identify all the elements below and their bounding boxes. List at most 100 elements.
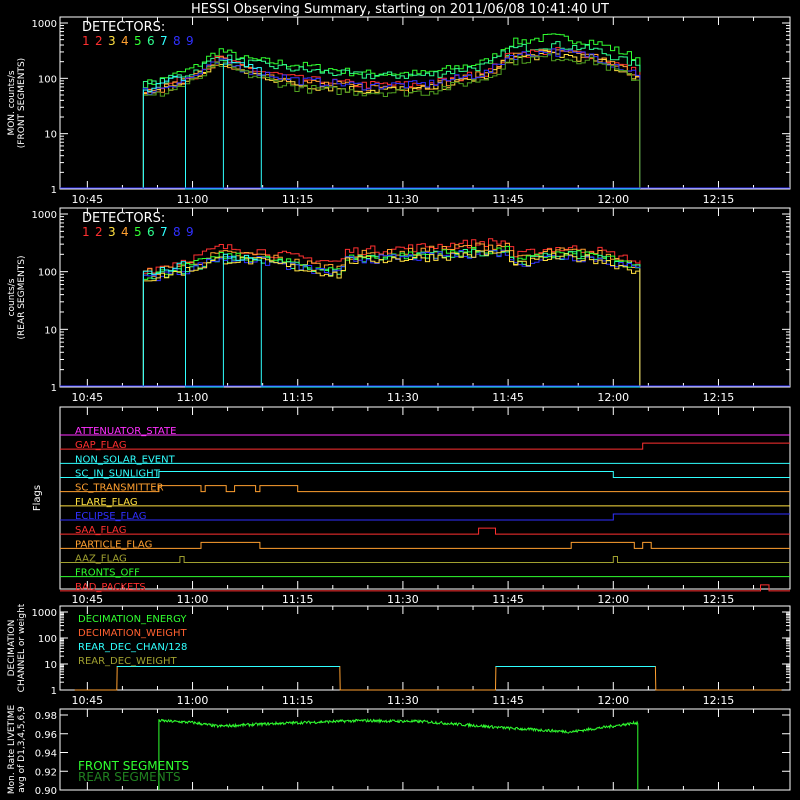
rear-time-label: 11:15 xyxy=(282,391,314,404)
livetime-ytick-label: 0.92 xyxy=(35,767,57,778)
livetime-legend-entry: REAR SEGMENTS xyxy=(78,770,181,784)
flag-label: AAZ_FLAG xyxy=(75,554,127,565)
flag-line xyxy=(60,541,790,549)
rear-legend-entry: 1 xyxy=(82,225,90,239)
front-series-5 xyxy=(142,50,641,189)
flags-time-label: 11:30 xyxy=(387,593,419,606)
livetime-legend-entry: FRONT SEGMENTS xyxy=(78,759,189,773)
front-legend-entry: 3 xyxy=(108,34,116,48)
flag-label: ATTENUATOR_STATE xyxy=(75,426,176,437)
rear-time-label: 12:15 xyxy=(703,391,735,404)
flag-label: ECLIPSE_FLAG xyxy=(75,511,146,522)
front-series-6 xyxy=(142,48,641,189)
rear-legend-entry: 7 xyxy=(160,225,168,239)
rear-ytick-label: 1 xyxy=(51,383,57,394)
flag-label: SC_TRANSMITTER xyxy=(75,483,164,494)
front-legend-entry: 7 xyxy=(160,34,168,48)
flag-label: SAA_FLAG xyxy=(75,525,126,536)
front-legend-title: DETECTORS: xyxy=(82,20,165,35)
decim-time-label: 10:45 xyxy=(71,694,103,707)
livetime-ylabel: Mon. Rate LIVETIME xyxy=(7,705,17,795)
rear-time-label: 12:00 xyxy=(597,391,629,404)
flag-label: SC_IN_SUNLIGHT xyxy=(75,469,161,480)
flag-line xyxy=(60,442,790,450)
rear-legend-title: DETECTORS: xyxy=(82,211,165,226)
front-legend-entry: 5 xyxy=(134,34,142,48)
livetime-series xyxy=(158,717,639,790)
rear-legend-entry: 9 xyxy=(186,225,194,239)
rear-legend-entry: 3 xyxy=(108,225,116,239)
front-legend-entry: 1 xyxy=(82,34,90,48)
decim-series xyxy=(74,666,782,691)
livetime-ytick-label: 0.98 xyxy=(35,711,57,722)
front-time-label: 11:30 xyxy=(387,193,419,206)
front-legend-entry: 9 xyxy=(186,34,194,48)
decim-ytick-label: 1 xyxy=(51,686,57,697)
flag-label: GAP_FLAG xyxy=(75,440,127,451)
rear-series-4 xyxy=(142,248,641,387)
front-ytick-label: 10 xyxy=(44,130,57,141)
decim-ytick-label: 1000 xyxy=(32,608,57,619)
rear-ytick-label: 100 xyxy=(38,268,57,279)
rear-legend-entry: 6 xyxy=(147,225,155,239)
front-time-label: 12:00 xyxy=(597,193,629,206)
decim-ytick-label: 100 xyxy=(38,634,57,645)
rear-series-5 xyxy=(142,249,641,387)
decim-ylabel: DECIMATION xyxy=(7,620,17,677)
flags-time-label: 11:00 xyxy=(177,593,209,606)
rear-legend-entry: 5 xyxy=(134,225,142,239)
front-time-label: 11:45 xyxy=(492,193,524,206)
flag-label: NON_SOLAR_EVENT xyxy=(75,454,176,465)
flags-time-label: 11:45 xyxy=(492,593,524,606)
rear-ytick-label: 10 xyxy=(44,325,57,336)
livetime-ylabel: avg of D1,3,4,5,6,9 xyxy=(17,706,27,793)
decim-time-label: 12:00 xyxy=(597,694,629,707)
rear-legend-entry: 2 xyxy=(95,225,103,239)
front-legend-entry: 8 xyxy=(173,34,181,48)
front-series-2 xyxy=(142,41,641,189)
flag-label: FRONTS_OFF xyxy=(75,568,140,579)
decim-legend-entry: REAR_DEC_CHAN/128 xyxy=(78,642,187,653)
flags-time-label: 10:45 xyxy=(71,593,103,606)
flags-time-label: 12:00 xyxy=(597,593,629,606)
decim-time-label: 11:15 xyxy=(282,694,314,707)
flags-time-label: 12:15 xyxy=(703,593,735,606)
front-ytick-label: 100 xyxy=(38,74,57,85)
rear-series-7 xyxy=(142,253,640,388)
rear-legend-entry: 4 xyxy=(121,225,129,239)
rear-ytick-label: 1000 xyxy=(32,210,57,221)
rear-series-3 xyxy=(142,245,641,387)
rear-time-label: 11:00 xyxy=(177,391,209,404)
decim-ylabel: CHANNEL or weight xyxy=(17,603,27,692)
front-legend-entry: 2 xyxy=(95,34,103,48)
decim-time-label: 12:15 xyxy=(703,694,735,707)
front-series-3 xyxy=(142,47,641,189)
flags-time-label: 11:15 xyxy=(282,593,314,606)
decim-time-label: 11:30 xyxy=(387,694,419,707)
front-series-4 xyxy=(142,49,641,189)
rear-ylabel: counts/s xyxy=(7,278,17,316)
rear-series-6 xyxy=(142,250,641,387)
flag-label: PARTICLE_FLAG xyxy=(75,539,152,550)
flag-line xyxy=(60,527,790,535)
rear-time-label: 11:45 xyxy=(492,391,524,404)
flag-line xyxy=(60,513,790,521)
livetime-frame xyxy=(59,708,791,791)
rear-frame xyxy=(59,207,791,388)
rear-time-label: 11:30 xyxy=(387,391,419,404)
front-series-7 xyxy=(142,53,641,189)
front-time-label: 12:15 xyxy=(703,193,735,206)
front-ylabel: MON. counts/s xyxy=(7,70,17,135)
front-series-8 xyxy=(142,59,640,190)
decim-legend-entry: DECIMATION_WEIGHT xyxy=(78,628,187,639)
panels: 10:45 11:00 11:15 11:30 11:45 12:00 12:1511010… xyxy=(7,16,791,797)
decim-legend-entry: DECIMATION_ENERGY xyxy=(78,614,187,625)
rear-series-2 xyxy=(142,242,641,387)
livetime-ytick-label: 0.96 xyxy=(35,730,57,741)
flags-frame xyxy=(59,406,791,590)
decim-ytick-label: 10 xyxy=(44,660,57,671)
livetime-ytick-label: 0.94 xyxy=(35,749,57,760)
figure-title: HESSI Observing Summary, starting on 201… xyxy=(191,2,609,17)
rear-ylabel: (REAR SEGMENTS) xyxy=(17,255,27,339)
